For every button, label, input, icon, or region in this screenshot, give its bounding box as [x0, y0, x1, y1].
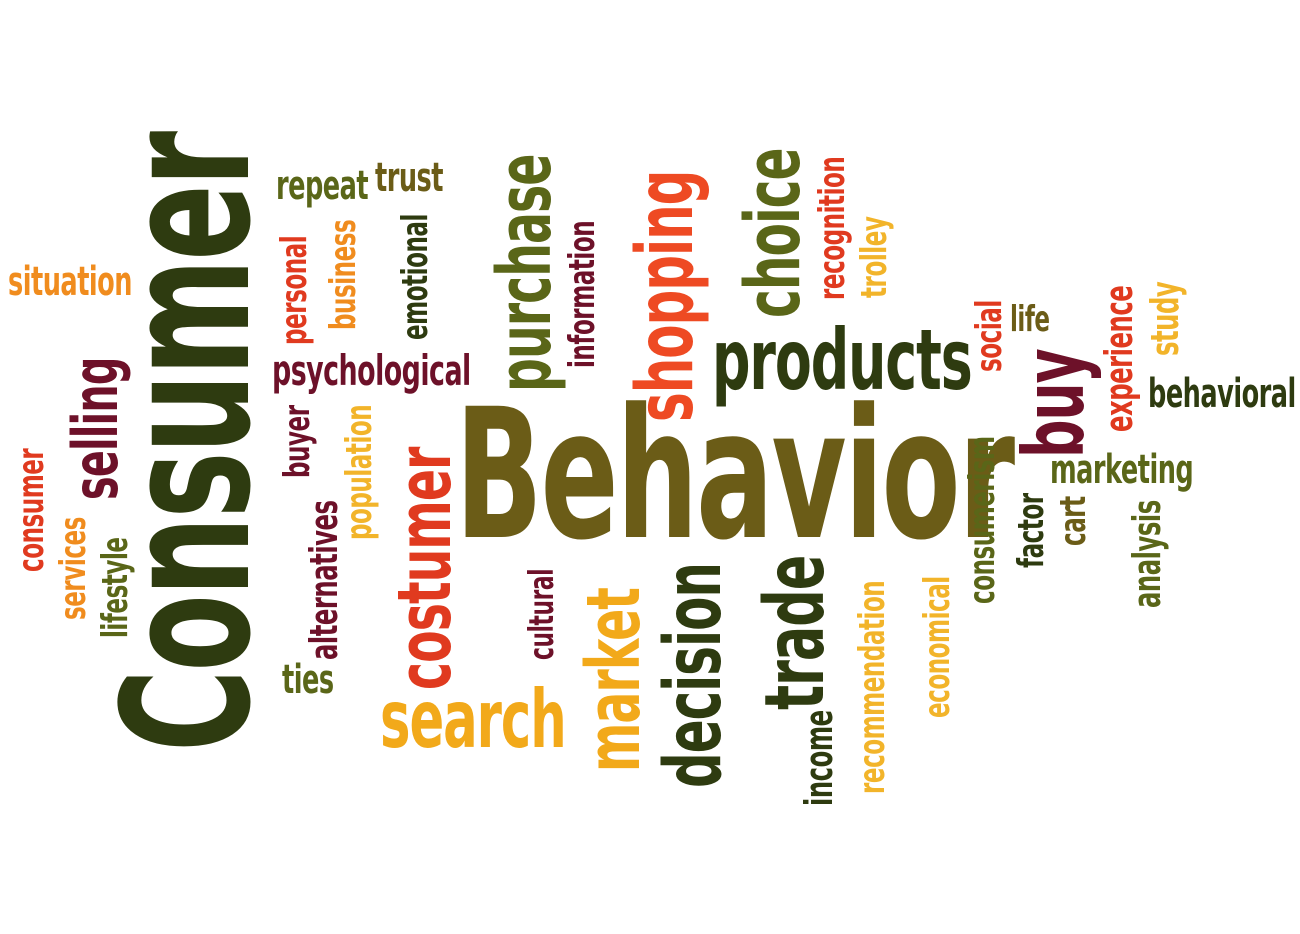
word-choice: choice: [728, 148, 817, 318]
word-marketing: marketing: [1050, 447, 1194, 493]
word-behavioral: behavioral: [1148, 371, 1296, 417]
word-behavior: Behavior: [455, 371, 1015, 580]
word-recommendation: recommendation: [852, 580, 893, 794]
word-personal: personal: [274, 235, 315, 345]
word-psychological: psychological: [272, 346, 471, 395]
word-information: information: [562, 220, 603, 368]
word-ties: ties: [282, 657, 334, 703]
word-experience: experience: [1097, 285, 1141, 432]
word-services: services: [53, 517, 94, 620]
word-analysis: analysis: [1125, 500, 1169, 608]
word-lifestyle: lifestyle: [95, 537, 136, 638]
word-consumerism: consumerism: [962, 436, 1003, 604]
word-trust: trust: [375, 155, 444, 201]
word-alternatives: alternatives: [302, 500, 346, 660]
word-buyer: buyer: [277, 405, 318, 478]
word-consumer-small: consumer: [11, 448, 52, 572]
word-trolley: trolley: [854, 216, 895, 298]
word-social: social: [969, 300, 1010, 372]
word-income: income: [797, 710, 841, 806]
word-cultural: cultural: [522, 568, 562, 660]
word-population: population: [339, 404, 380, 540]
word-study: study: [1143, 281, 1187, 356]
word-search: search: [380, 673, 567, 766]
word-purchase: purchase: [482, 154, 568, 392]
word-economical: economical: [917, 576, 958, 718]
word-cart: cart: [1053, 496, 1094, 546]
word-buy: buy: [1005, 349, 1103, 458]
word-costumer: costumer: [382, 447, 468, 690]
word-decision: decision: [649, 563, 739, 788]
word-shopping: shopping: [621, 170, 711, 422]
word-emotional: emotional: [395, 214, 436, 340]
word-repeat: repeat: [276, 163, 369, 209]
word-market: market: [571, 588, 657, 772]
word-recognition: recognition: [812, 156, 853, 300]
word-situation: situation: [8, 259, 132, 305]
word-trade: trade: [748, 555, 843, 710]
word-life: life: [1010, 299, 1050, 340]
word-products: products: [712, 311, 973, 409]
word-business: business: [323, 219, 364, 330]
word-factor: factor: [1011, 493, 1052, 568]
word-selling: selling: [59, 357, 132, 500]
